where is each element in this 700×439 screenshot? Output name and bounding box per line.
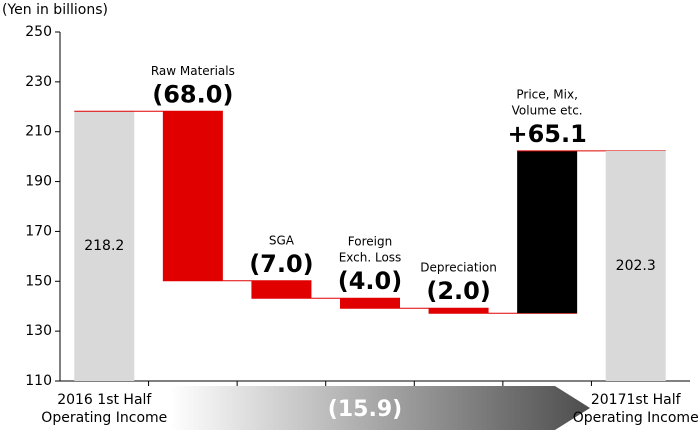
y-tick-label: 110	[25, 373, 52, 389]
y-tick-label: 250	[25, 24, 52, 40]
value-label: 218.2	[84, 238, 124, 254]
y-tick-label: 190	[25, 174, 52, 190]
category-label: Volume etc.	[512, 103, 583, 117]
category-label: Raw Materials	[151, 64, 235, 78]
y-tick-label: 170	[25, 223, 52, 239]
category-label: Depreciation	[420, 261, 497, 275]
total-change-label: (15.9)	[328, 397, 402, 422]
value-label: (2.0)	[426, 277, 490, 305]
value-label: 202.3	[616, 258, 656, 274]
category-label: Price, Mix,	[516, 87, 578, 101]
x-tick-label: Operating Income	[573, 410, 699, 426]
bar	[74, 111, 135, 381]
x-tick-label: Operating Income	[41, 410, 167, 426]
category-label: Foreign	[348, 235, 392, 249]
y-tick-label: 210	[25, 124, 52, 140]
value-label: (68.0)	[152, 80, 233, 108]
bar	[517, 150, 578, 314]
bar	[428, 308, 489, 314]
axis-label: (Yen in billions)	[2, 2, 108, 18]
bar	[605, 150, 666, 381]
category-label: Exch. Loss	[339, 251, 402, 265]
y-tick-label: 130	[25, 323, 52, 339]
x-tick-label: 20171st Half	[591, 392, 682, 408]
value-label: (4.0)	[338, 267, 402, 295]
x-tick-label: 2016 1st Half	[57, 392, 152, 408]
y-tick-label: 230	[25, 74, 52, 90]
bar	[162, 111, 223, 281]
bar	[340, 298, 400, 309]
y-tick-label: 150	[25, 273, 52, 289]
value-label: (7.0)	[249, 250, 313, 278]
change-arrow	[170, 386, 590, 430]
category-label: SGA	[269, 233, 295, 247]
bar	[251, 280, 312, 299]
value-label: +65.1	[507, 120, 586, 148]
